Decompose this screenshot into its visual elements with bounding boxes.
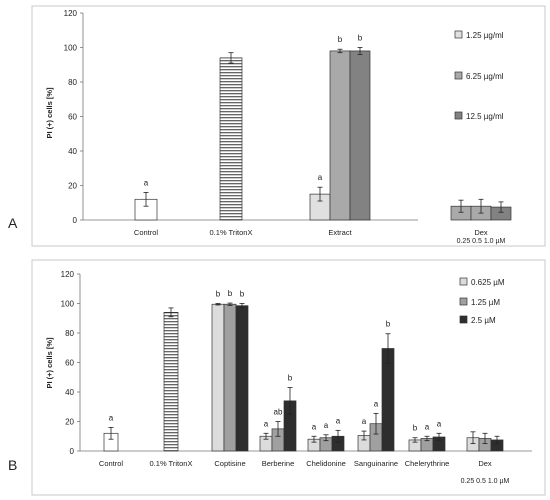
- significance-letter: b: [240, 290, 245, 299]
- significance-letter: a: [362, 417, 367, 426]
- bar: [163, 312, 179, 452]
- y-tick-label: 20: [68, 182, 77, 191]
- legend-label: 12.5 µg/ml: [466, 112, 504, 121]
- significance-letter: a: [312, 422, 317, 431]
- significance-letter: a: [144, 178, 149, 187]
- significance-letter: b: [413, 424, 418, 433]
- y-tick-label: 0: [70, 447, 75, 456]
- bar: [329, 50, 351, 221]
- bar: [223, 303, 237, 452]
- significance-letter: a: [324, 421, 329, 430]
- legend-swatch: [459, 277, 468, 286]
- significance-letter: a: [109, 413, 114, 422]
- category-label: Dex: [474, 228, 488, 237]
- legend-swatch: [454, 111, 463, 120]
- significance-letter: b: [228, 289, 233, 298]
- y-tick-label: 60: [65, 359, 74, 368]
- significance-letter: b: [358, 34, 363, 43]
- category-label: Extract: [328, 228, 352, 237]
- dose-sublabel: 0.25 0.5 1.0 µM: [461, 478, 510, 485]
- legend-label: 0.625 µM: [471, 278, 505, 287]
- category-label: Dex: [478, 459, 492, 468]
- bar: [349, 50, 371, 221]
- significance-letter: a: [264, 419, 269, 428]
- category-label: Berberine: [262, 459, 295, 468]
- y-tick-label: 60: [68, 113, 77, 122]
- category-label: Chelerythrine: [405, 459, 450, 468]
- y-tick-label: 80: [65, 329, 74, 338]
- category-label: Coptisine: [214, 459, 245, 468]
- legend-label: 2.5 µM: [471, 316, 496, 325]
- category-label: Control: [134, 228, 159, 237]
- significance-letter: a: [425, 422, 430, 431]
- y-tick-label: 40: [65, 388, 74, 397]
- category-label: 0.1% TritonX: [210, 228, 253, 237]
- legend-label: 6.25 µg/ml: [466, 72, 504, 81]
- panel-b-ylabel: PI (+) cells [%]: [45, 337, 54, 389]
- legend-swatch: [459, 297, 468, 306]
- bar: [381, 348, 395, 452]
- y-tick-label: 120: [61, 270, 75, 279]
- category-label: Chelidonine: [306, 459, 346, 468]
- legend-label: 1.25 µg/ml: [466, 31, 504, 40]
- panel-b-label: B: [8, 457, 17, 473]
- y-tick-label: 20: [65, 418, 74, 427]
- panel-a-ylabel: PI (+) cells [%]: [45, 87, 54, 139]
- legend-swatch: [454, 30, 463, 39]
- bar: [211, 303, 225, 452]
- significance-letter: a: [374, 399, 379, 408]
- significance-letter: b: [338, 35, 343, 44]
- category-label: 0.1% TritonX: [150, 459, 193, 468]
- legend-label: 1.25 µM: [471, 298, 500, 307]
- significance-letter: b: [216, 290, 221, 299]
- dose-sublabel: 0.25 0.5 1.0 µM: [457, 238, 506, 245]
- legend-swatch: [459, 315, 468, 324]
- panel-a-label: A: [8, 215, 18, 231]
- y-tick-label: 0: [73, 216, 78, 225]
- bar: [235, 305, 249, 452]
- significance-letter: a: [437, 419, 442, 428]
- significance-letter: ab: [274, 408, 283, 417]
- category-label: Sanguinarine: [354, 459, 398, 468]
- panel-a-plot: 0 20 40 60 80 100 120 a Control 0.1% TritonX a b b Ex…: [64, 9, 512, 245]
- y-tick-label: 100: [64, 44, 78, 53]
- significance-letter: a: [318, 173, 323, 182]
- y-tick-label: 120: [64, 9, 78, 18]
- significance-letter: b: [386, 320, 391, 329]
- category-label: Control: [99, 459, 124, 468]
- y-tick-label: 40: [68, 147, 77, 156]
- significance-letter: a: [336, 416, 341, 425]
- bar: [219, 57, 243, 221]
- significance-letter: b: [288, 374, 293, 383]
- y-tick-label: 100: [61, 300, 75, 309]
- panel-b-frame: [31, 259, 546, 496]
- y-tick-label: 80: [68, 78, 77, 87]
- legend-swatch: [454, 71, 463, 80]
